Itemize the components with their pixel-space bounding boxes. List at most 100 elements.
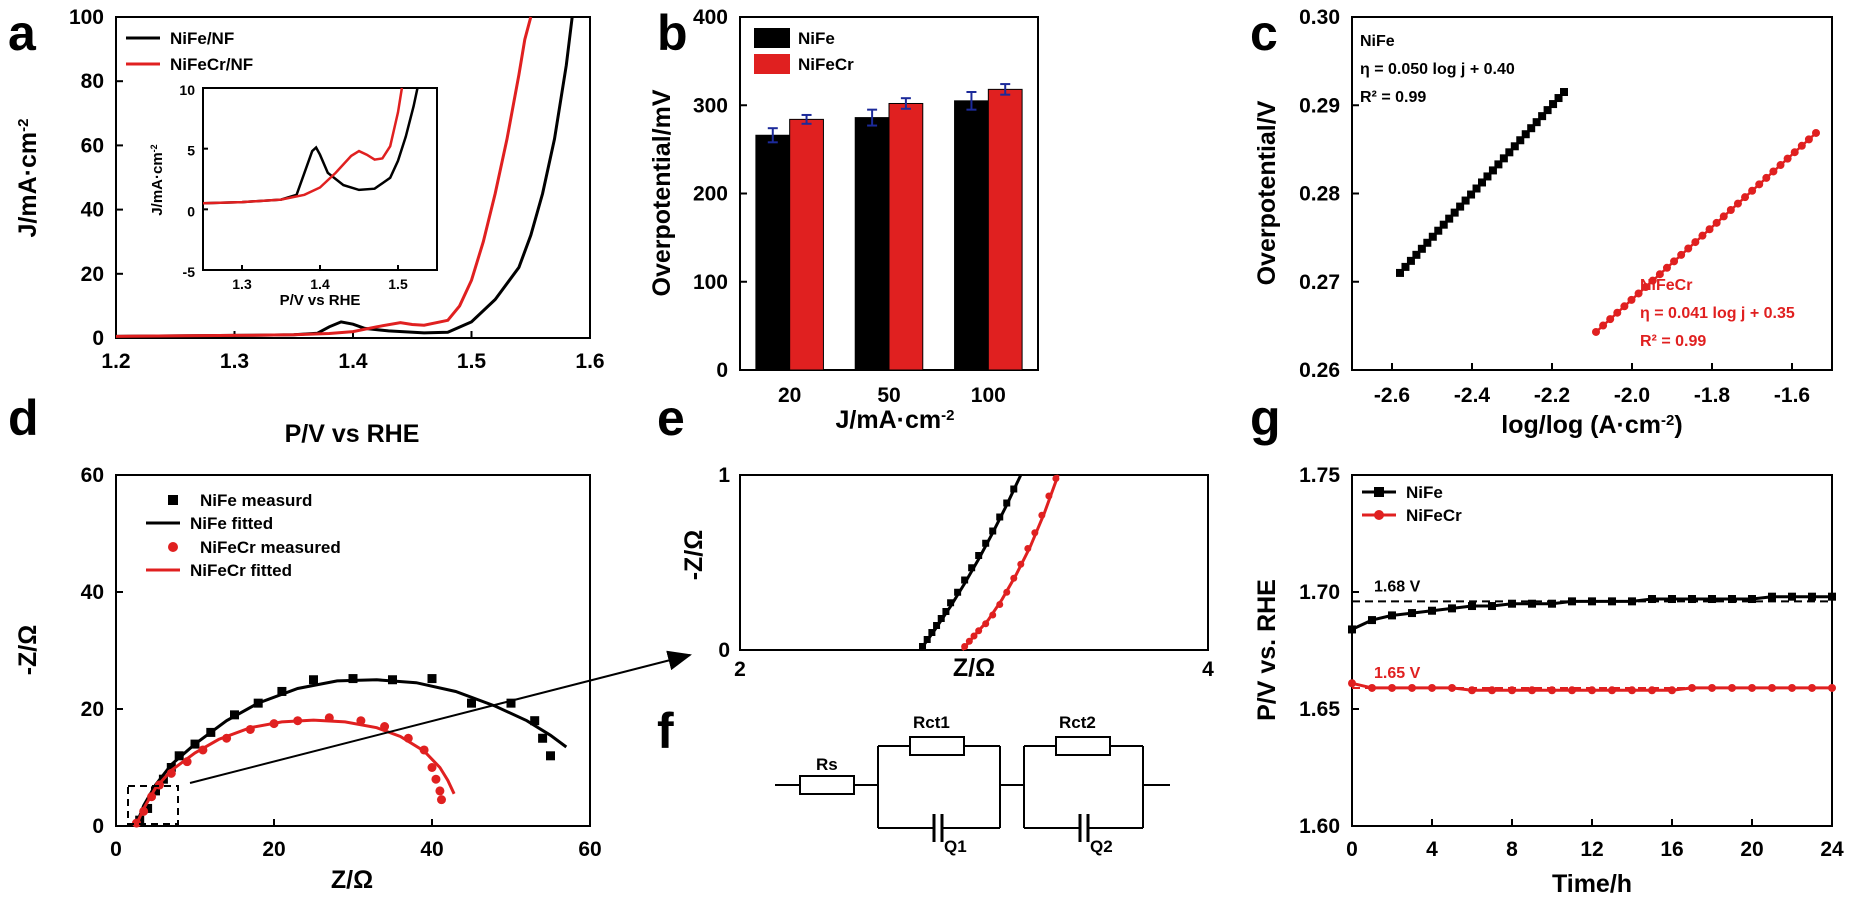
fit-line-1 xyxy=(134,678,568,827)
data-point xyxy=(1788,592,1796,601)
resistor-rct2 xyxy=(1055,736,1111,756)
data-point xyxy=(1776,161,1785,170)
circuit-label-rct1: Rct1 xyxy=(913,713,950,732)
y-tick-label: 10 xyxy=(179,82,195,98)
data-point xyxy=(1769,167,1778,176)
data-point xyxy=(1528,686,1536,695)
x-tick-label: 24 xyxy=(1820,838,1844,861)
data-point xyxy=(1804,135,1813,144)
resistor-rct1 xyxy=(909,736,965,756)
data-point xyxy=(1668,595,1676,604)
annotation-nifecr-name: NiFeCr xyxy=(1640,277,1692,294)
y-tick-label: 400 xyxy=(693,6,728,29)
data-point xyxy=(1768,683,1776,692)
fit-line-1 xyxy=(918,474,1023,651)
data-point xyxy=(467,698,476,708)
data-point xyxy=(1748,595,1756,604)
x-tick-label: 40 xyxy=(420,838,443,861)
x-tick-label: 60 xyxy=(578,838,601,861)
y-tick-label: 0 xyxy=(187,203,195,219)
data-point xyxy=(1588,686,1596,695)
data-point xyxy=(1468,602,1476,611)
data-point xyxy=(1688,683,1696,692)
data-point xyxy=(1508,599,1516,608)
y-axis-label: -Z/Ω xyxy=(680,530,708,581)
x-axis-label: Z/Ω xyxy=(953,654,995,682)
data-point xyxy=(1755,180,1764,189)
data-point xyxy=(1641,283,1650,292)
x-tick-label: 1.4 xyxy=(338,350,368,373)
y-tick-label: 0 xyxy=(716,359,728,382)
data-point xyxy=(1606,315,1615,324)
data-point xyxy=(1790,148,1799,157)
data-point xyxy=(1521,130,1530,139)
data-point xyxy=(435,786,445,796)
data-point xyxy=(1627,295,1636,304)
x-axis-label: P/V vs RHE xyxy=(285,420,420,448)
legend-nifecr-fitted: NiFeCr fitted xyxy=(190,561,292,580)
data-point xyxy=(1670,257,1679,266)
data-point xyxy=(1599,321,1608,330)
data-point xyxy=(1554,94,1563,103)
fit-line-3 xyxy=(134,718,456,827)
legend-nifecr-swatch-marker xyxy=(1374,510,1384,520)
data-point xyxy=(1516,136,1525,145)
zoom-box xyxy=(127,785,179,825)
data-point xyxy=(1401,262,1410,271)
data-point xyxy=(1568,597,1576,606)
y-tick-label: 80 xyxy=(81,70,104,93)
data-point xyxy=(436,795,446,805)
data-point xyxy=(1592,327,1600,336)
data-point xyxy=(1797,141,1806,150)
data-point xyxy=(1708,595,1716,604)
data-point xyxy=(1783,154,1792,163)
x-tick-label: 1.4 xyxy=(310,276,330,292)
x-tick-label: 1.3 xyxy=(220,350,249,373)
legend-nife-measured-swatch-marker xyxy=(168,495,178,505)
data-point xyxy=(1719,212,1728,221)
y-axis-label: -Z/Ω xyxy=(14,625,42,676)
data-point xyxy=(1488,602,1496,611)
y-tick-label: 60 xyxy=(81,134,104,157)
panel-label-c: c xyxy=(1250,5,1278,61)
data-point xyxy=(1733,199,1742,208)
x-tick-label: 20 xyxy=(262,838,285,861)
y-axis-label: P/V vs. RHE xyxy=(1253,579,1281,721)
plot-frame xyxy=(202,87,438,271)
bar-nife-100 xyxy=(954,100,989,371)
data-point xyxy=(1494,160,1503,169)
plot-frame xyxy=(739,474,1209,651)
circuit-label-q1: Q1 xyxy=(944,837,967,856)
legend-nifecr-swatch xyxy=(754,54,790,74)
data-point xyxy=(1634,289,1643,298)
legend-nife: NiFe xyxy=(1406,483,1443,502)
plot-frame xyxy=(1351,474,1833,827)
data-point xyxy=(1445,214,1454,223)
data-point xyxy=(530,716,540,726)
x-tick-label: 4 xyxy=(1202,658,1214,681)
legend-nifecr-measured: NiFeCr measured xyxy=(200,538,341,557)
data-point xyxy=(1448,683,1456,692)
data-point xyxy=(1568,686,1576,695)
data-point xyxy=(1406,256,1415,265)
series-line-1 xyxy=(115,16,533,338)
data-point xyxy=(1698,231,1707,240)
data-point xyxy=(1560,88,1568,97)
y-tick-label: 0.28 xyxy=(1299,183,1340,206)
panel-label-f: f xyxy=(657,703,674,759)
data-point xyxy=(1628,597,1636,606)
data-point xyxy=(1748,186,1757,195)
data-point xyxy=(1648,595,1656,604)
data-point xyxy=(1549,100,1558,109)
chart-c-tafel: -2.6 -2.4 -2.2 -2.0 -1.8 -1.6 0.26 0.27 0.28 0.29… xyxy=(1253,6,1833,439)
data-point xyxy=(1461,196,1470,205)
data-point xyxy=(1448,604,1456,613)
data-point xyxy=(1677,250,1686,259)
data-point xyxy=(309,675,318,685)
y-tick-label: 200 xyxy=(693,183,728,206)
y-tick-label: 0.30 xyxy=(1299,6,1340,29)
chart-b-overpotential-bars: 0 100 200 300 400 20 50 100 NiFe NiFeCr J/mA·cm-2 O… xyxy=(648,6,1039,434)
data-point xyxy=(546,751,555,761)
data-point xyxy=(1412,250,1421,259)
